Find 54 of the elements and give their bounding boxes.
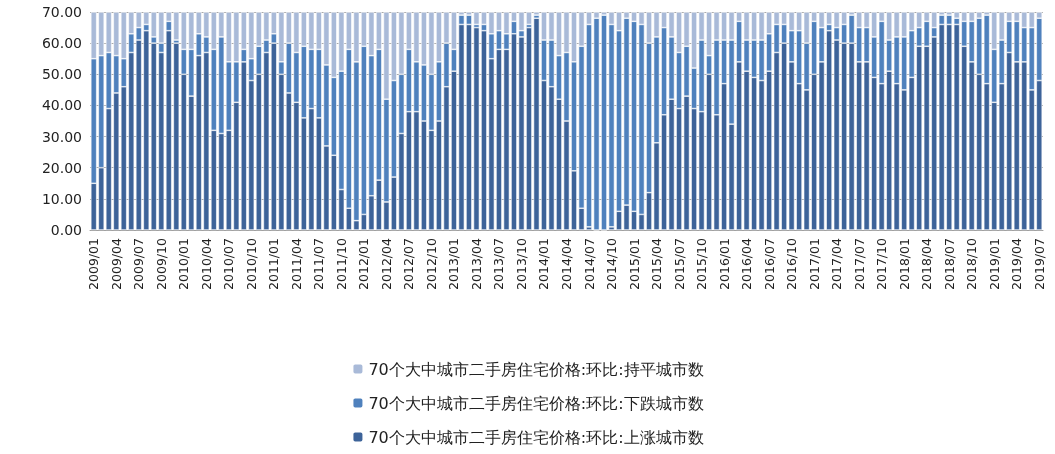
x-tick-label: 2016/10 [784, 237, 800, 290]
x-tick-label: 2018/01 [896, 238, 912, 290]
x-tick-label: 2018/07 [941, 238, 957, 290]
x-tick-label: 2016/01 [716, 238, 732, 290]
y-tick-label: 70.00 [41, 4, 82, 20]
x-tick-label: 2017/01 [806, 238, 822, 290]
x-tick-label: 2019/01 [986, 238, 1002, 290]
legend-label: 70个大中城市二手房住宅价格:环比:持平城市数 [368, 359, 704, 379]
x-tick-label: 2014/04 [559, 237, 574, 290]
x-tick-label: 2013/07 [491, 238, 507, 290]
y-tick-label: 50.00 [41, 66, 82, 83]
x-tick-label: 2013/04 [468, 237, 484, 290]
x-tick-label: 2018/04 [919, 237, 935, 290]
x-tick-label: 2010/07 [221, 238, 237, 290]
legend-label: 70个大中城市二手房住宅价格:环比:下跌城市数 [368, 393, 704, 413]
x-tick-label: 2014/01 [536, 238, 552, 290]
x-tick-label: 2013/10 [513, 237, 529, 290]
x-tick-label: 2009/01 [86, 238, 102, 290]
x-tick-label: 2012/01 [356, 238, 372, 290]
y-tick-label: 20.00 [41, 159, 82, 176]
y-tick-label: 10.00 [41, 190, 82, 207]
x-tick-label: 2014/07 [581, 238, 597, 290]
x-tick-label: 2009/04 [108, 237, 124, 290]
x-tick-label: 2011/01 [266, 238, 282, 290]
x-tick-label: 2012/10 [423, 237, 439, 290]
x-tick-label: 2014/10 [604, 237, 620, 290]
x-tick-label: 2017/07 [851, 238, 867, 290]
x-tick-label: 2010/10 [243, 237, 259, 290]
x-tick-label: 2011/04 [288, 237, 304, 290]
y-tick-label: 40.00 [41, 97, 82, 114]
x-tick-label: 2011/07 [311, 238, 327, 290]
x-tick-label: 2015/07 [671, 238, 687, 290]
x-tick-label: 2016/04 [739, 237, 755, 290]
x-tick-label: 2010/04 [198, 237, 214, 290]
x-tick-label: 2017/10 [874, 237, 890, 290]
x-tick-label: 2010/01 [176, 238, 192, 290]
y-tick-label: 30.00 [41, 128, 82, 145]
legend-label: 70个大中城市二手房住宅价格:环比:上涨城市数 [368, 427, 704, 447]
x-tick-label: 2019/07 [1031, 238, 1047, 290]
x-tick-label: 2012/07 [401, 238, 417, 290]
x-tick-label: 2009/07 [131, 238, 147, 290]
x-tick-label: 2015/10 [694, 237, 710, 290]
x-tick-label: 2015/01 [626, 238, 642, 290]
x-tick-label: 2019/04 [1009, 237, 1025, 290]
y-tick-label: 0.00 [50, 222, 82, 238]
x-tick-label: 2013/01 [446, 238, 462, 290]
x-tick-label: 2016/07 [761, 238, 777, 290]
y-tick-label: 60.00 [41, 35, 82, 52]
x-tick-label: 2012/04 [378, 237, 394, 290]
x-tick-label: 2015/04 [649, 237, 665, 290]
x-tick-label: 2017/04 [829, 237, 845, 290]
x-tick-label: 2011/10 [333, 237, 349, 290]
x-tick-label: 2009/10 [153, 237, 169, 290]
x-tick-label: 2018/10 [964, 237, 980, 290]
